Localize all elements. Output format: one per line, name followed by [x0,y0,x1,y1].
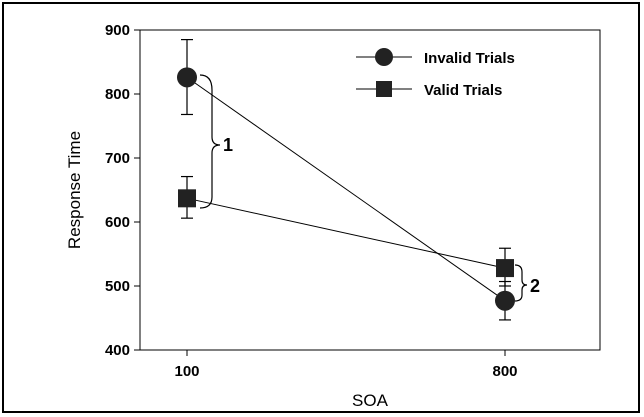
y-axis: 400 500 600 700 800 900 [105,22,140,359]
invalid-trials-line [186,76,506,302]
valid-trials-point [178,189,196,208]
annotation-2: 2 [530,276,540,296]
legend-invalid-label: Invalid Trials [424,50,515,67]
valid-trials-point [496,259,514,278]
bracket-2 [514,264,528,302]
annotation-1: 1 [223,135,233,155]
y-tick-label: 800 [105,86,130,103]
x-tick-label: 100 [174,363,199,380]
y-tick-label: 600 [105,214,130,231]
x-tick-label: 800 [492,363,517,380]
invalid-trials-point [177,67,197,88]
y-tick-label: 700 [105,150,130,167]
series-layer [177,38,515,321]
x-axis: 100 800 [174,350,518,380]
y-tick-label: 900 [105,22,130,39]
legend-valid-marker [376,81,392,97]
figure-frame [2,2,640,413]
y-tick-label: 500 [105,278,130,295]
x-axis-title: SOA [352,391,389,410]
y-tick-label: 400 [105,342,130,359]
legend: Invalid Trials Valid Trials [356,48,515,99]
valid-trials-line [186,197,506,269]
legend-invalid-marker [375,48,393,66]
legend-valid-label: Valid Trials [424,82,502,99]
y-axis-title: Response Time [65,131,84,249]
bracket-1 [199,74,221,209]
invalid-trials-point [495,290,515,311]
plot-area [139,29,601,351]
